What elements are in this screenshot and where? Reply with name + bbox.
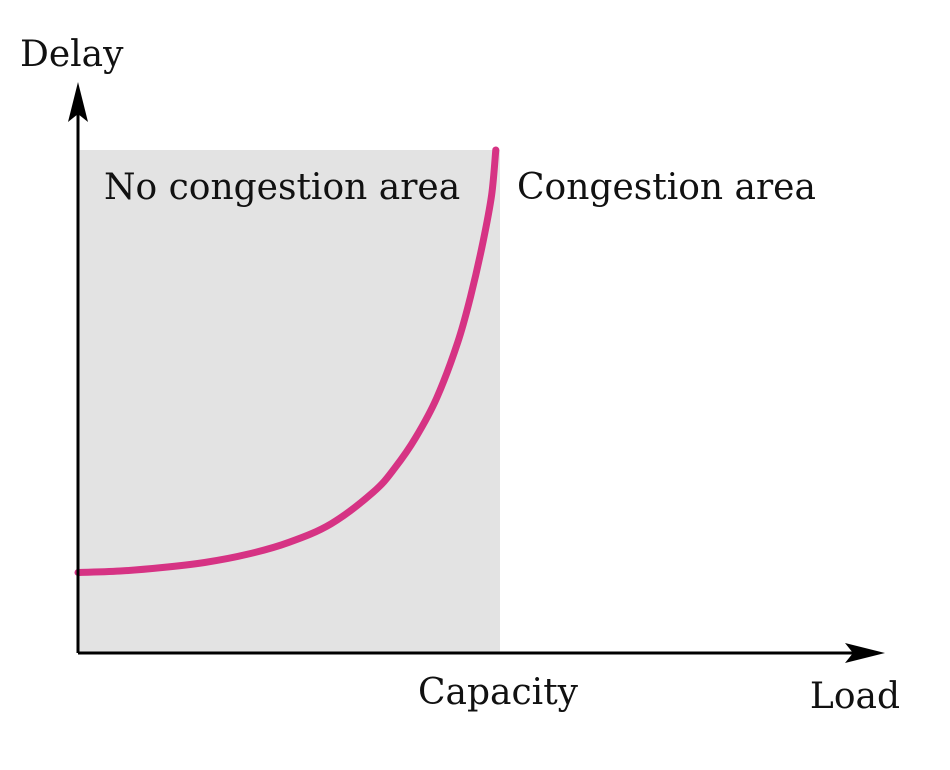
- x-axis-arrowhead: [845, 643, 885, 663]
- y-axis-label: Delay: [20, 34, 124, 75]
- capacity-label: Capacity: [418, 672, 579, 713]
- x-axis-label: Load: [810, 676, 900, 717]
- series-line: [74, 146, 500, 576]
- y-axis-arrowhead: [68, 82, 88, 122]
- congestion-label: Congestion area: [517, 167, 816, 208]
- no-congestion-label: No congestion area: [104, 167, 460, 208]
